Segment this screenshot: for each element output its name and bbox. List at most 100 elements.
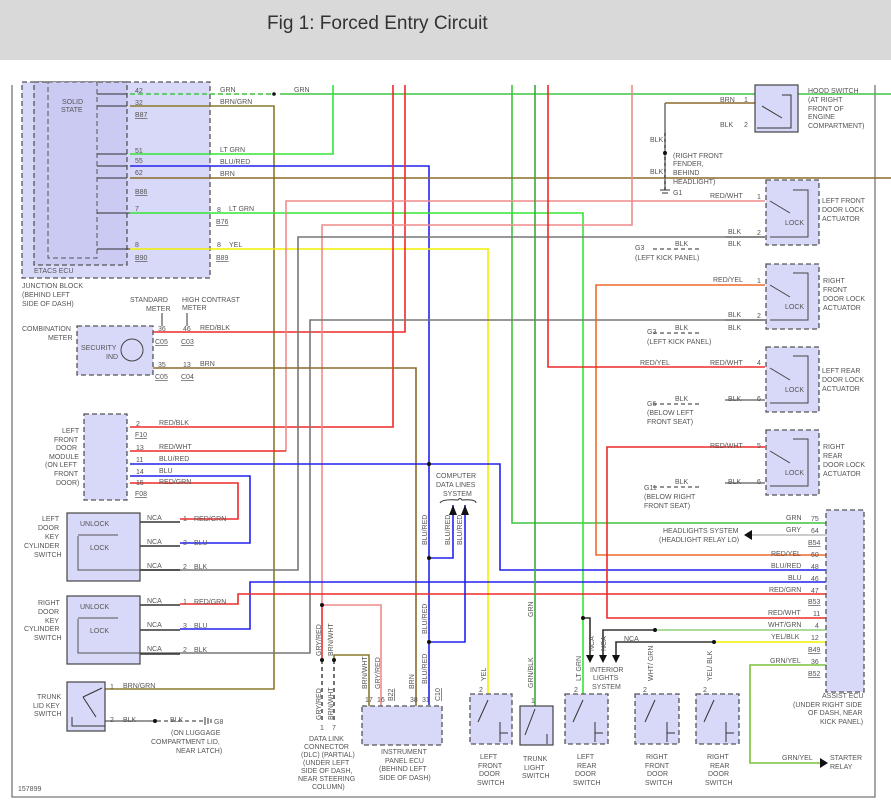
diagram-label: 16 [377,697,385,704]
diagram-label: 1 [744,97,748,104]
diagram-label: G1 [673,190,682,197]
diagram-label: BLK [194,564,208,571]
diagram-label: 2 [574,687,578,694]
diagram-label: 2 [479,687,483,694]
diagram-label: 2 [703,687,707,694]
diagram-label: 38 [410,697,418,704]
diagram-label: GRY/RED [316,688,323,720]
diagram-label: LEFT REAR [822,368,860,375]
diagram-label: CYLINDER [24,626,59,633]
diagram-label: B54 [808,540,821,547]
diagram-label: RED/YEL [713,277,743,284]
diagram-label: GRY/RED [375,657,382,689]
diagram-label: RED/WHT [710,360,743,367]
diagram-label: SWITCH [522,773,550,780]
diagram-label: 36 [811,659,819,666]
diagram-label: 12 [811,635,819,642]
diagram-label: 11 [813,611,820,618]
diagram-label: LEFT [577,754,595,761]
diagram-label: 2 [183,647,187,654]
diagram-label: BLU/RED [220,159,250,166]
diagram-label: BLK [123,717,137,724]
diagram-label: FRONT [54,437,79,444]
diagram-label: G8 [214,719,223,726]
diagram-label: RED/GRN [769,587,801,594]
diagram-label: HOOD SWITCH [808,88,859,95]
diagram-label: SWITCH [573,780,601,787]
diagram-label: RED/WHT [768,610,801,617]
diagram-label: (BELOW LEFT [647,410,694,417]
diagram-label: BLU [194,623,208,630]
diagram-label: 4 [757,360,761,367]
diagram-label: BLU/RED [422,604,429,634]
diagram-label: 60 [811,552,819,559]
diagram-label: DOOR [575,771,596,778]
diagram-label: G6 [647,401,656,408]
diagram-label: YEL/ BLK [707,650,714,681]
diagram-label: LOCK [785,387,804,394]
diagram-label: HIGH CONTRAST [182,297,241,304]
diagram-label: 47 [811,588,819,595]
left-rear-door-lock-actuator: LOCK LEFT REAR DOOR LOCK ACTUATOR 4 6 G6 (BE… [647,346,864,426]
diagram-label: DOOR [479,771,500,778]
figure-id: 157899 [18,786,41,793]
diagram-label: DOOR LOCK [823,462,865,469]
diagram-label: RED/WHT [159,444,192,451]
diagram-label: SWITCH [705,780,733,787]
diagram-label: RIGHT [823,278,846,285]
diagram-label: 13 [136,445,144,452]
diagram-label: DOOR [647,771,668,778]
diagram-label: 46 [811,576,819,583]
diagram-label: BRN [220,171,235,178]
diagram-label: STANDARD [130,297,168,304]
diagram-label: C05 [155,374,168,381]
diagram-label: COMPARTMENT) [808,123,865,130]
left-door-key-cylinder-switch: UNLOCK LOCK LEFT DOOR KEY CYLINDER SWITCH 1… [24,512,187,582]
diagram-label: 17 [365,697,373,704]
diagram-label: FRONT SEAT) [644,503,690,510]
figure-title: Fig 1: Forced Entry Circuit [267,13,488,34]
diagram-label: 1 [110,684,114,691]
header-bar [0,0,891,60]
diagram-label: RIGHT [646,754,669,761]
diagram-label: DATA LINK [309,736,344,743]
diagram-label: LT GRN [220,147,245,154]
diagram-label: LOCK [785,220,804,227]
diagram-label: BLK [728,241,742,248]
diagram-label: (LEFT KICK PANEL) [647,339,711,346]
diagram-label: CYLINDER [24,543,59,550]
diagram-label: REAR [710,763,729,770]
diagram-label: (BELOW RIGHT [644,494,696,501]
diagram-label: B22 [388,688,395,701]
diagram-label: 14 [136,469,144,476]
diagram-label: 1 [531,698,535,705]
diagram-label: SWITCH [477,780,505,787]
diagram-label: BLK [728,325,742,332]
diagram-label: DOOR [38,609,59,616]
diagram-label: B53 [808,599,821,606]
diagram-label: RED/YEL [640,360,670,367]
diagram-label: REAR [577,763,596,770]
diagram-label: SYSTEM [592,684,621,691]
diagram-label: BLK [650,137,664,144]
diagram-label: COMBINATION [22,326,71,333]
diagram-label: STATE [61,107,83,114]
diagram-label: LEFT FRONT [822,198,866,205]
diagram-label: 1 [757,194,761,201]
diagram-label: GRY [786,527,801,534]
diagram-label: TRUNK [523,756,547,763]
diagram-label: FRONT OF [808,106,844,113]
diagram-label: C03 [181,339,194,346]
diagram-label: SWITCH [34,711,62,718]
diagram-label: 2 [757,230,761,237]
diagram-label: YEL [229,242,242,249]
diagram-label: NCA [147,515,162,522]
diagram-label: BLK [675,325,689,332]
diagram-label: (ON LEFT [45,462,78,469]
diagram-label: 2 [110,717,114,724]
diagram-label: COMPARTMENT LID, [151,739,220,746]
diagram-label: 35 [158,362,166,369]
diagram-label: BLK [194,647,208,654]
diagram-label: 2 [757,313,761,320]
